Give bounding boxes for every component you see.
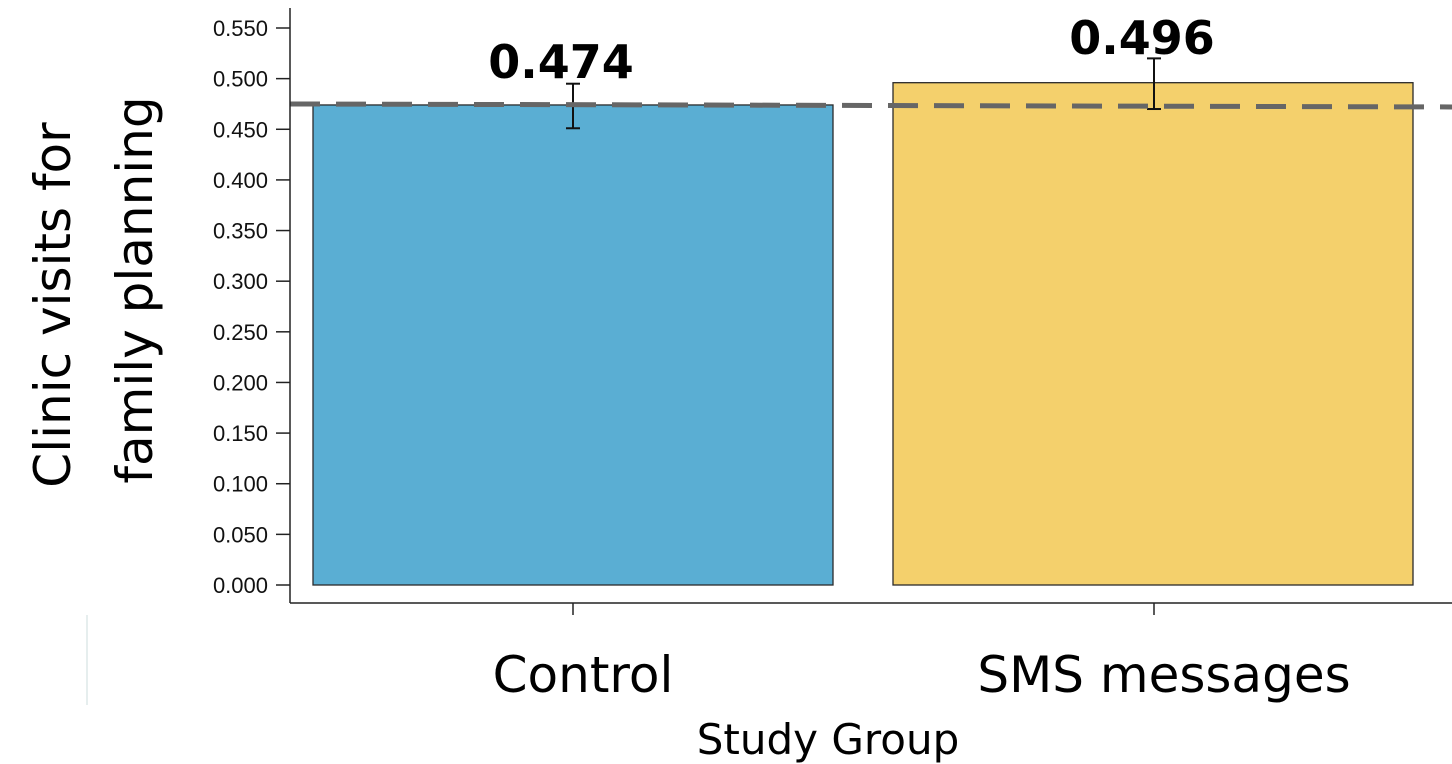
y-tick-label: 0.400: [213, 168, 268, 193]
y-tick-label: 0.550: [213, 16, 268, 41]
y-tick-label: 0.300: [213, 269, 268, 294]
bar-sms-messages: [892, 82, 1414, 586]
y-tick-label: 0.450: [213, 117, 268, 142]
y-tick-label: 0.000: [213, 573, 268, 598]
y-tick-label: 0.150: [213, 421, 268, 446]
y-tick-label: 0.500: [213, 67, 268, 92]
data-label: 0.496: [1069, 11, 1215, 65]
y-tick-label: 0.200: [213, 370, 268, 395]
y-tick-label: 0.050: [213, 522, 268, 547]
axes: [86, 8, 1452, 705]
y-tick-label: 0.100: [213, 472, 268, 497]
x-tick-label: Control: [493, 646, 674, 704]
y-tick-label: 0.250: [213, 320, 268, 345]
y-axis-ticks: 0.000 0.050 0.100 0.150 0.200 0.250 0.300 0.350…: [213, 16, 290, 598]
x-tick-label: SMS messages: [977, 646, 1350, 704]
reference-line: [289, 101, 1452, 110]
data-labels: 0.474 0.496: [488, 11, 1215, 89]
x-axis-title: Study Group: [697, 715, 959, 764]
y-axis-title: Clinic visits for family planning: [24, 96, 164, 487]
y-axis-title-line-2: family planning: [106, 96, 164, 483]
bar-control: [312, 104, 834, 586]
x-axis-ticks: Control SMS messages: [493, 603, 1351, 704]
bars: [312, 82, 1414, 586]
y-axis-title-line-1: Clinic visits for: [24, 122, 82, 488]
data-label: 0.474: [488, 35, 634, 89]
y-tick-label: 0.350: [213, 219, 268, 244]
